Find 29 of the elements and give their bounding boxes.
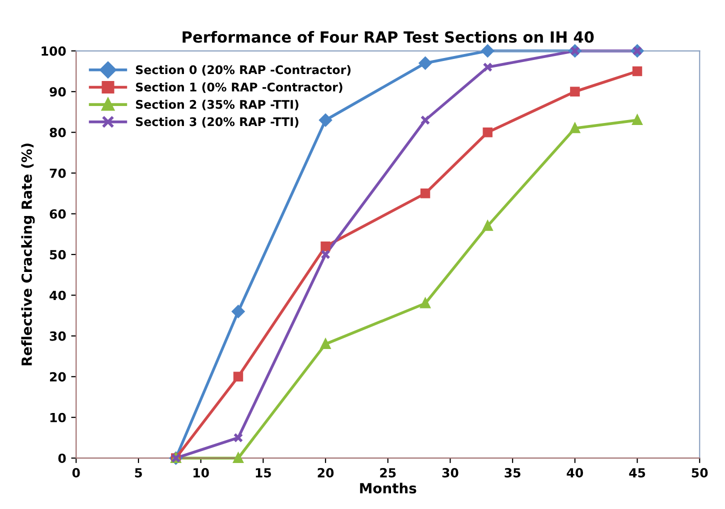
y-tick-label: 0	[58, 454, 66, 464]
x-tick-label: 25	[380, 468, 396, 478]
y-tick-label: 100	[42, 46, 66, 56]
legend-label: Section 0 (20% RAP -Contractor)	[136, 65, 351, 76]
legend-label: Section 1 (0% RAP -Contractor)	[136, 82, 342, 93]
legend-label: Section 3 (20% RAP -TTI)	[136, 117, 298, 128]
x-axis-title: Months	[360, 482, 416, 494]
x-tick-label: 45	[629, 468, 646, 478]
x-tick-label: 40	[566, 468, 584, 478]
x-tick-label: 15	[256, 468, 271, 478]
legend-label: Section 2 (35% RAP -TTI)	[136, 100, 298, 110]
x-tick-label: 50	[692, 468, 708, 478]
y-tick-label: 40	[50, 290, 66, 300]
y-tick-label: 80	[50, 128, 66, 138]
y-tick-label: 90	[50, 87, 66, 97]
x-tick-label: 5	[135, 468, 142, 478]
x-tick-label: 0	[72, 468, 80, 478]
y-tick-label: 10	[50, 412, 66, 422]
x-tick-label: 10	[194, 468, 209, 478]
y-tick-label: 70	[50, 168, 66, 178]
y-tick-label: 20	[50, 372, 66, 382]
x-tick-label: 30	[442, 468, 458, 478]
chart-title: Performance of Four RAP Test Sections on IH 40	[182, 30, 594, 43]
x-tick-label: 20	[318, 468, 334, 478]
y-axis-title: Reflective Cracking Rate (%)	[21, 144, 35, 366]
y-tick-label: 60	[50, 209, 66, 219]
y-tick-label: 30	[50, 331, 66, 341]
x-tick-label: 35	[504, 468, 520, 478]
y-tick-label: 50	[50, 250, 66, 260]
